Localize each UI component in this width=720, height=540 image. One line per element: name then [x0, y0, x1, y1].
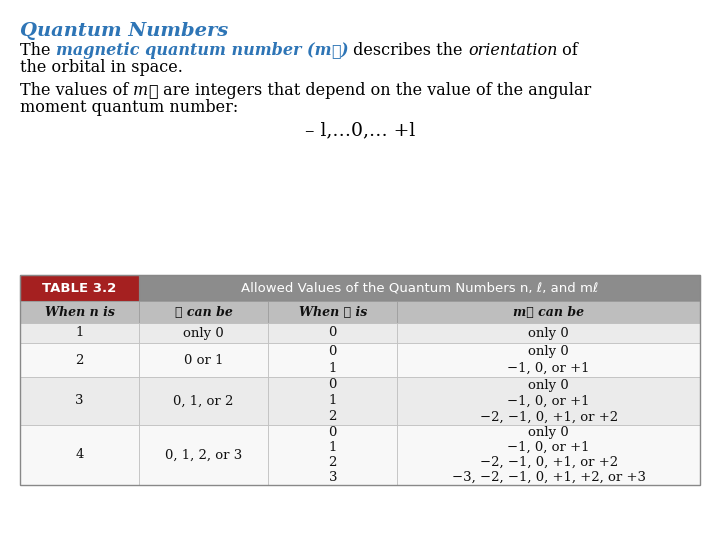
Text: only 0: only 0: [183, 327, 224, 340]
Text: 1: 1: [76, 327, 84, 340]
Bar: [139, 343, 268, 377]
Text: 0: 0: [328, 327, 337, 340]
Text: 0: 0: [328, 345, 337, 358]
Text: 1: 1: [328, 395, 337, 408]
Bar: [139, 425, 268, 485]
Bar: [268, 377, 397, 425]
Bar: [268, 343, 397, 377]
Text: 4: 4: [76, 449, 84, 462]
Text: 1: 1: [328, 441, 337, 454]
Text: −2, −1, 0, +1, or +2: −2, −1, 0, +1, or +2: [480, 410, 618, 423]
Text: TABLE 3.2: TABLE 3.2: [42, 281, 117, 294]
Text: 3: 3: [328, 471, 337, 484]
Bar: [397, 343, 700, 377]
Bar: [397, 301, 700, 323]
Text: orientation: orientation: [468, 42, 557, 59]
Text: moment quantum number:: moment quantum number:: [20, 99, 238, 116]
Bar: [20, 425, 139, 485]
Bar: [397, 377, 700, 425]
Text: 0, 1, 2, or 3: 0, 1, 2, or 3: [165, 449, 242, 462]
Bar: [20, 301, 139, 323]
Text: – l,…0,… +l: – l,…0,… +l: [305, 121, 415, 139]
Bar: [397, 323, 700, 343]
Text: the orbital in space.: the orbital in space.: [20, 59, 183, 76]
Text: only 0: only 0: [528, 327, 569, 340]
Text: −1, 0, or +1: −1, 0, or +1: [508, 395, 590, 408]
Text: magnetic quantum number (m: magnetic quantum number (m: [55, 42, 331, 59]
Text: are integers that depend on the value of the angular: are integers that depend on the value of…: [158, 82, 591, 99]
Text: 1: 1: [328, 362, 337, 375]
Bar: [20, 323, 139, 343]
Text: −1, 0, or +1: −1, 0, or +1: [508, 362, 590, 375]
Text: ℓ: ℓ: [148, 82, 158, 99]
Bar: [268, 323, 397, 343]
Text: 2: 2: [76, 354, 84, 367]
Bar: [139, 275, 700, 301]
Bar: [139, 377, 268, 425]
Bar: [139, 301, 268, 323]
Text: ): ): [341, 42, 348, 59]
Text: The values of: The values of: [20, 82, 133, 99]
Bar: [268, 301, 397, 323]
Text: When ℓ is: When ℓ is: [299, 306, 367, 319]
Text: only 0: only 0: [528, 379, 569, 392]
Text: describes the: describes the: [348, 42, 468, 59]
Text: Allowed Values of the Quantum Numbers n, ℓ, and mℓ: Allowed Values of the Quantum Numbers n,…: [240, 281, 598, 294]
Text: mℓ can be: mℓ can be: [513, 306, 584, 319]
Text: 3: 3: [76, 395, 84, 408]
Bar: [268, 425, 397, 485]
Text: The: The: [20, 42, 55, 59]
Bar: [20, 343, 139, 377]
Bar: [139, 323, 268, 343]
Text: ℓ can be: ℓ can be: [175, 306, 233, 319]
Text: 0: 0: [328, 379, 337, 392]
Text: of: of: [557, 42, 578, 59]
Text: When n is: When n is: [45, 306, 114, 319]
Text: 0 or 1: 0 or 1: [184, 354, 223, 367]
Text: ℓ: ℓ: [331, 42, 341, 59]
Text: only 0: only 0: [528, 426, 569, 439]
Text: only 0: only 0: [528, 345, 569, 358]
Text: 0: 0: [328, 426, 337, 439]
Text: Quantum Numbers: Quantum Numbers: [20, 22, 228, 40]
Text: −1, 0, or +1: −1, 0, or +1: [508, 441, 590, 454]
Text: 2: 2: [328, 456, 337, 469]
Bar: [20, 275, 139, 301]
Text: 2: 2: [328, 410, 337, 423]
Text: 0, 1, or 2: 0, 1, or 2: [174, 395, 234, 408]
Text: −2, −1, 0, +1, or +2: −2, −1, 0, +1, or +2: [480, 456, 618, 469]
Bar: [20, 377, 139, 425]
Text: −3, −2, −1, 0, +1, +2, or +3: −3, −2, −1, 0, +1, +2, or +3: [451, 471, 646, 484]
Bar: [20, 275, 700, 485]
Bar: [397, 425, 700, 485]
Text: m: m: [133, 82, 148, 99]
